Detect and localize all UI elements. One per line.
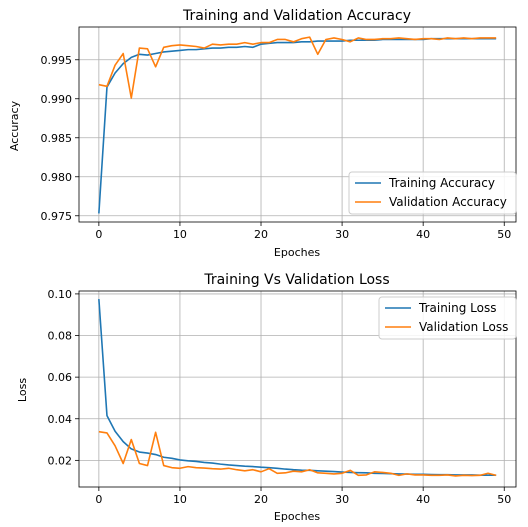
accuracy-plot-area: 0 10 20 30 40 50 0.975 0.980 0.985 0.990 0.995 <box>41 26 517 241</box>
loss-x-tick-label: 30 <box>335 493 349 506</box>
loss-axes-frame <box>78 290 517 488</box>
loss-legend-box <box>378 296 517 340</box>
loss-x-axis-label: Epoches <box>274 510 320 523</box>
accuracy-x-tick-label: 50 <box>497 228 511 241</box>
accuracy-y-tick-label: 0.990 <box>41 93 73 106</box>
loss-y-tick-label: 0.02 <box>48 454 73 467</box>
accuracy-y-tick-label: 0.985 <box>41 132 73 145</box>
legend-label-validation-accuracy: Validation Accuracy <box>389 195 507 209</box>
loss-y-tick-label: 0.06 <box>48 371 73 384</box>
legend-label-validation-loss: Validation Loss <box>419 320 508 334</box>
accuracy-chart: Training and Validation Accuracy Epoches… <box>8 8 517 259</box>
accuracy-y-tick-label: 0.980 <box>41 171 73 184</box>
accuracy-x-tick-label: 0 <box>95 228 102 241</box>
accuracy-y-axis-label: Accuracy <box>8 100 21 151</box>
accuracy-legend: Training Accuracy Validation Accuracy <box>348 171 517 215</box>
accuracy-x-axis-label: Epoches <box>274 246 320 259</box>
loss-y-axis-label: Loss <box>16 378 29 402</box>
loss-chart: Training Vs Validation Loss Epoches Loss… <box>16 272 517 523</box>
accuracy-x-tick-label: 40 <box>416 228 430 241</box>
accuracy-x-tick-label: 20 <box>254 228 268 241</box>
legend-label-training-accuracy: Training Accuracy <box>388 176 495 190</box>
legend-label-training-loss: Training Loss <box>418 301 496 315</box>
accuracy-axes-frame <box>78 26 517 223</box>
loss-x-tick-label: 0 <box>95 493 102 506</box>
accuracy-chart-title: Training and Validation Accuracy <box>182 8 411 24</box>
accuracy-series-line-validation-accuracy <box>98 36 497 99</box>
loss-series-line-validation-loss <box>98 430 497 477</box>
loss-legend: Training Loss Validation Loss <box>378 296 517 340</box>
loss-x-tick-label: 10 <box>173 493 187 506</box>
accuracy-y-tick-label: 0.975 <box>41 210 73 223</box>
loss-x-tick-label: 40 <box>416 493 430 506</box>
loss-x-tick-label: 20 <box>254 493 268 506</box>
accuracy-legend-box <box>348 171 517 215</box>
loss-y-tick-label: 0.04 <box>48 413 73 426</box>
loss-y-tick-label: 0.10 <box>48 288 73 301</box>
loss-chart-title: Training Vs Validation Loss <box>203 272 389 288</box>
accuracy-y-tick-label: 0.995 <box>41 54 73 67</box>
loss-x-tick-label: 50 <box>497 493 511 506</box>
loss-y-tick-label: 0.08 <box>48 330 73 343</box>
accuracy-x-tick-label: 30 <box>335 228 349 241</box>
loss-plot-area: 0 10 20 30 40 50 0.02 0.04 0.06 0.08 0.10 <box>48 288 517 506</box>
accuracy-x-tick-label: 10 <box>173 228 187 241</box>
